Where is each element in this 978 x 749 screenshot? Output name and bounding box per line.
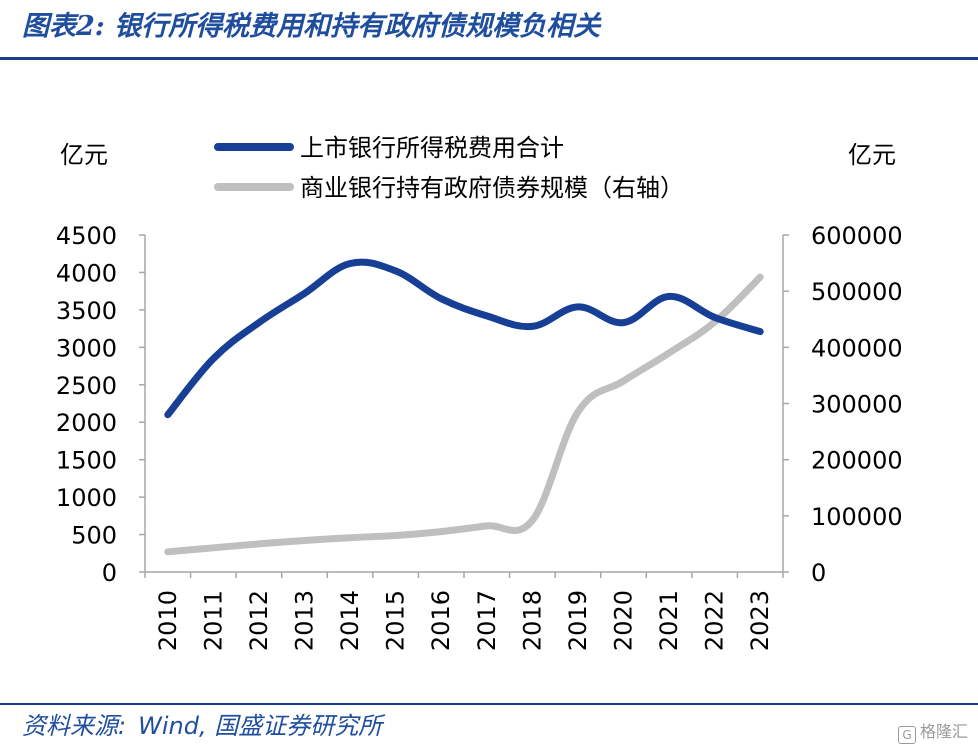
x-tick-label: 2011 [199,590,227,651]
left-tick-label: 0 [102,559,117,587]
source-rule [0,703,978,705]
right-tick-label: 300000 [811,391,903,419]
x-tick-label: 2015 [382,590,410,651]
watermark-text: 格隆汇 [919,722,968,741]
left-tick-label: 4500 [56,222,117,250]
left-axis-unit: 亿元 [60,141,108,169]
left-tick-label: 1500 [56,447,117,475]
x-tick-label: 2021 [655,590,683,651]
left-tick-label: 500 [71,522,117,550]
legend-label-tax-expense: 上市银行所得税费用合计 [300,134,564,162]
x-tick-label: 2012 [245,590,273,651]
x-tick-label: 2016 [427,590,455,651]
right-tick-label: 200000 [811,447,903,475]
source-text: Wind, 国盛证券研究所 [138,712,383,740]
left-tick-label: 3000 [56,334,117,362]
series-group [164,258,764,556]
right-tick-label: 100000 [811,503,903,531]
title-rule [0,57,978,60]
watermark: G 格隆汇 [897,718,968,744]
x-tick-label: 2013 [291,590,319,651]
source-label: 资料来源: [22,712,127,740]
right-axis-unit: 亿元 [848,141,896,169]
right-tick-label: 400000 [811,334,903,362]
left-tick-label: 4000 [56,259,117,287]
govt-bond-holdings-line [164,273,764,556]
legend-label-govt-bonds: 商业银行持有政府债券规模（右轴） [300,174,684,202]
left-tick-label: 3500 [56,297,117,325]
x-tick-label: 2010 [154,590,182,651]
income-tax-expense-line [164,258,764,419]
right-tick-label: 500000 [811,278,903,306]
right-tick-label: 600000 [811,222,903,250]
figure-title: 图表2: 银行所得税费用和持有政府债规模负相关 [22,11,601,42]
axes-group: 0 500 1000 1500 2000 2500 3000 3500 4000 4500 0 100… [56,222,903,651]
watermark-logo-icon: G [897,726,916,744]
x-tick-label: 2018 [518,590,546,651]
left-tick-label: 2500 [56,372,117,400]
x-tick-label: 2022 [701,590,729,651]
x-tick-label: 2020 [610,590,638,651]
dual-axis-line-chart: 0 500 1000 1500 2000 2500 3000 3500 4000 4500 0 100… [56,134,903,651]
x-tick-label: 2019 [564,590,592,651]
left-tick-label: 1000 [56,484,117,512]
x-tick-label: 2014 [336,590,364,651]
left-tick-label: 2000 [56,409,117,437]
x-tick-label: 2017 [473,590,501,651]
right-tick-label: 0 [811,559,826,587]
x-tick-label: 2023 [746,590,774,651]
source-note: 资料来源: Wind, 国盛证券研究所 [22,706,382,741]
